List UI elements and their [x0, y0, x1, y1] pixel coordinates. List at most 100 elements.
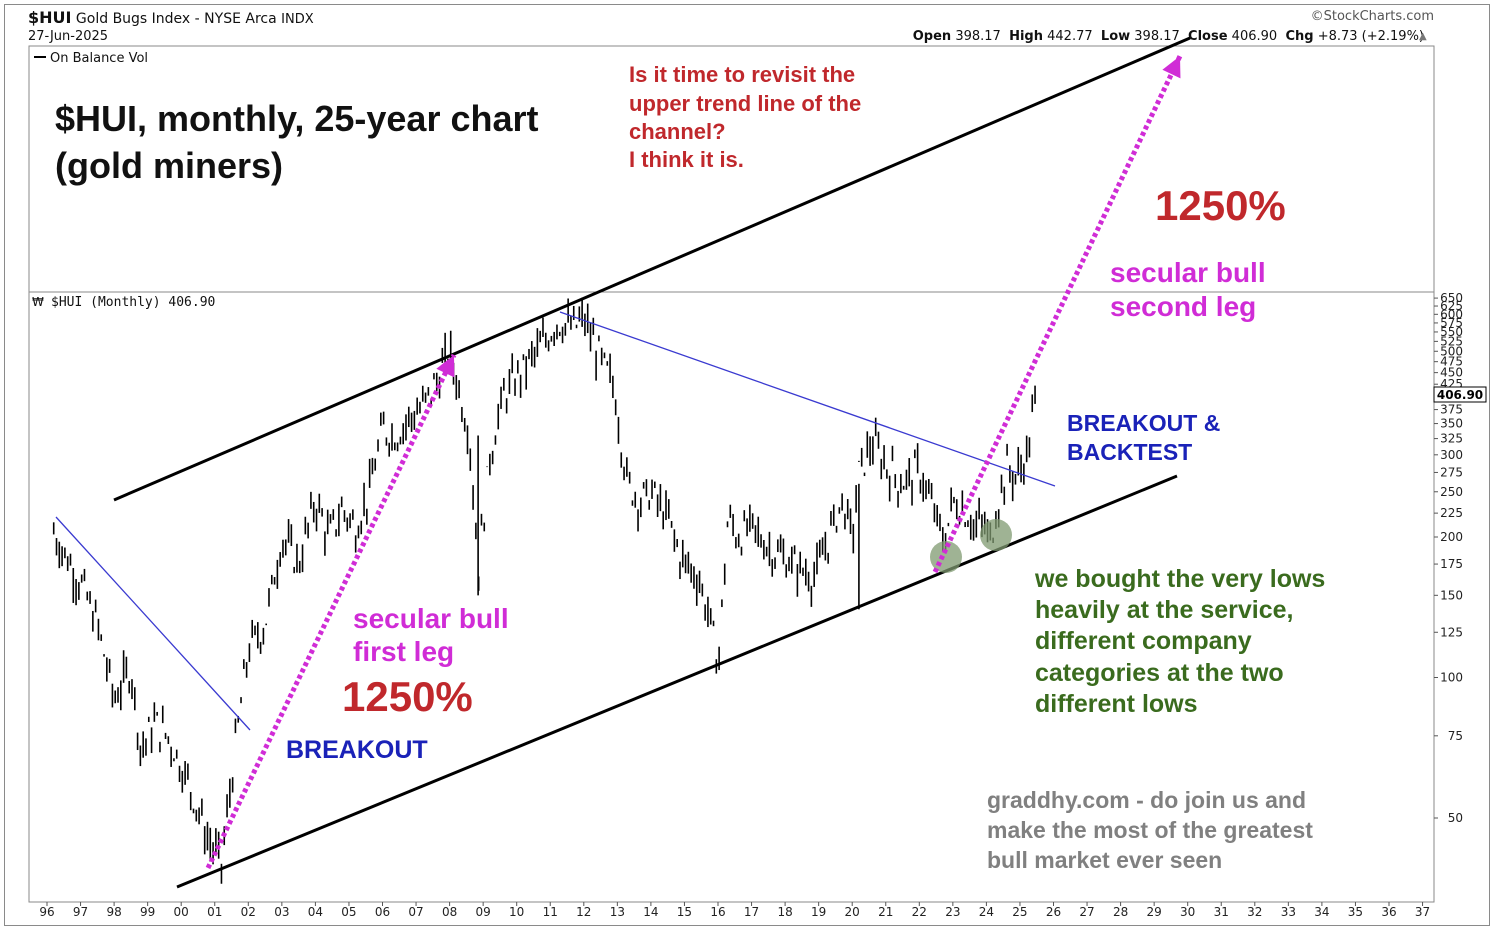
x-tick-label: 97 — [73, 905, 88, 919]
x-tick-label: 10 — [509, 905, 524, 919]
x-tick-label: 01 — [207, 905, 222, 919]
y-tick-label: 475 — [1440, 355, 1463, 369]
breakout-label: BREAKOUT — [286, 736, 428, 764]
x-tick-label: 05 — [341, 905, 356, 919]
y-tick-label: 500 — [1440, 344, 1463, 358]
arrow-second-leg-head — [1162, 56, 1181, 79]
x-tick-label: 19 — [811, 905, 826, 919]
arrow-first-leg-head — [436, 355, 455, 378]
x-axis: 96 97 98 99 00 01 02 03 04 05 06 07 08 09 10 11 12 13 14 15… — [39, 902, 1430, 919]
upper-channel-line — [113, 36, 1191, 502]
breakout-backtest-line1: BREAKOUT & — [1067, 410, 1220, 436]
x-tick-label: 30 — [1180, 905, 1195, 919]
y-tick-label: 325 — [1440, 432, 1463, 446]
question-line-3: channel? — [629, 119, 726, 144]
breakout-backtest-line2: BACKTEST — [1067, 439, 1192, 465]
y-tick-label: 125 — [1440, 625, 1463, 639]
trend-lines — [55, 36, 1191, 889]
quote-line: Open 398.17 High 442.77 Low 398.17 Close… — [913, 29, 1424, 44]
x-tick-label: 31 — [1214, 905, 1229, 919]
y-tick-label: 225 — [1440, 506, 1463, 520]
y-tick-label: 50 — [1448, 811, 1463, 825]
x-tick-label: 28 — [1113, 905, 1128, 919]
x-tick-label: 18 — [777, 905, 792, 919]
first-leg-line2: first leg — [353, 636, 454, 667]
y-tick-label: 275 — [1440, 465, 1463, 479]
source-credit: ©StockCharts.com — [1310, 9, 1434, 24]
price-panel-legend-icon: ₩ — [32, 295, 44, 309]
x-tick-label: 36 — [1381, 905, 1396, 919]
y-tick-label: 350 — [1440, 417, 1463, 431]
open-label: Open — [912, 29, 952, 44]
low-circle-2024 — [980, 519, 1012, 551]
annotation-title-line2: (gold miners) — [55, 145, 283, 186]
y-tick-label: 375 — [1440, 403, 1463, 417]
promo-line-1: graddhy.com - do join us and — [987, 787, 1306, 813]
x-tick-label: 07 — [408, 905, 423, 919]
index-name: Gold Bugs Index - NYSE Arca — [75, 11, 277, 27]
promo-line-3: bull market ever seen — [987, 847, 1222, 873]
x-tick-label: 08 — [442, 905, 457, 919]
x-tick-label: 17 — [744, 905, 759, 919]
arrow-first-leg — [205, 353, 457, 870]
question-line-4: I think it is. — [629, 147, 744, 172]
lows-line-2: heavily at the service, — [1035, 596, 1293, 624]
x-tick-label: 02 — [241, 905, 256, 919]
x-tick-label: 25 — [1012, 905, 1027, 919]
x-tick-label: 98 — [106, 905, 121, 919]
y-tick-label: 175 — [1440, 557, 1463, 571]
last-price-tag: 406.90 — [1437, 388, 1483, 402]
close-value: 406.90 — [1231, 29, 1278, 44]
header-date: 27-Jun-2025 — [28, 29, 109, 44]
y-tick-label: 525 — [1440, 334, 1463, 348]
annotation-title-line1: $HUI, monthly, 25-year chart — [55, 98, 539, 139]
high-value: 442.77 — [1047, 29, 1093, 44]
low-value: 398.17 — [1134, 29, 1180, 44]
y-tick-label: 100 — [1440, 671, 1463, 685]
lower-channel-line — [176, 474, 1178, 889]
x-tick-label: 16 — [710, 905, 725, 919]
high-label: High — [1009, 29, 1043, 44]
x-tick-label: 35 — [1348, 905, 1363, 919]
header-title: $HUI Gold Bugs Index - NYSE Arca INDX — [28, 8, 314, 27]
second-leg-line2: second leg — [1110, 291, 1256, 322]
open-value: 398.17 — [955, 29, 1001, 44]
y-tick-label: 75 — [1448, 729, 1463, 743]
x-tick-label: 11 — [543, 905, 558, 919]
y-tick-label: 625 — [1440, 299, 1463, 313]
pct-bottom-label: 1250% — [342, 673, 473, 720]
symbol: $HUI — [28, 8, 72, 27]
low-label: Low — [1100, 29, 1131, 44]
price-panel-legend: $HUI (Monthly) 406.90 — [51, 295, 215, 310]
chg-label: Chg — [1285, 29, 1314, 44]
y-tick-label: 250 — [1440, 485, 1463, 499]
y-tick-label: 550 — [1440, 325, 1463, 339]
x-tick-label: 13 — [610, 905, 625, 919]
x-tick-label: 99 — [140, 905, 155, 919]
lows-line-5: different lows — [1035, 690, 1198, 718]
downtrend-line-2011 — [559, 311, 1056, 487]
exchange: INDX — [281, 12, 314, 27]
y-axis: 50 75 100 125 150 175 200 225 250 275 300 325350375… — [1434, 291, 1463, 825]
x-tick-label: 37 — [1415, 905, 1430, 919]
second-leg-line1: secular bull — [1110, 257, 1266, 288]
arrow-second-leg — [932, 54, 1183, 574]
x-tick-label: 23 — [945, 905, 960, 919]
question-line-1: Is it time to revisit the — [629, 62, 855, 87]
x-tick-label: 29 — [1147, 905, 1162, 919]
question-line-2: upper trend line of the — [629, 91, 861, 116]
x-tick-label: 00 — [174, 905, 189, 919]
x-tick-label: 14 — [643, 905, 658, 919]
x-tick-label: 32 — [1247, 905, 1262, 919]
x-tick-label: 27 — [1079, 905, 1094, 919]
y-tick-label: 600 — [1440, 307, 1463, 321]
x-tick-label: 22 — [912, 905, 927, 919]
x-tick-label: 04 — [308, 905, 323, 919]
y-tick-label: 575 — [1440, 316, 1463, 330]
x-tick-label: 21 — [878, 905, 893, 919]
chg-value: +8.73 (+2.19%) — [1317, 29, 1424, 44]
x-tick-label: 96 — [39, 905, 54, 919]
lows-line-3: different company — [1035, 627, 1252, 655]
x-tick-label: 24 — [979, 905, 994, 919]
